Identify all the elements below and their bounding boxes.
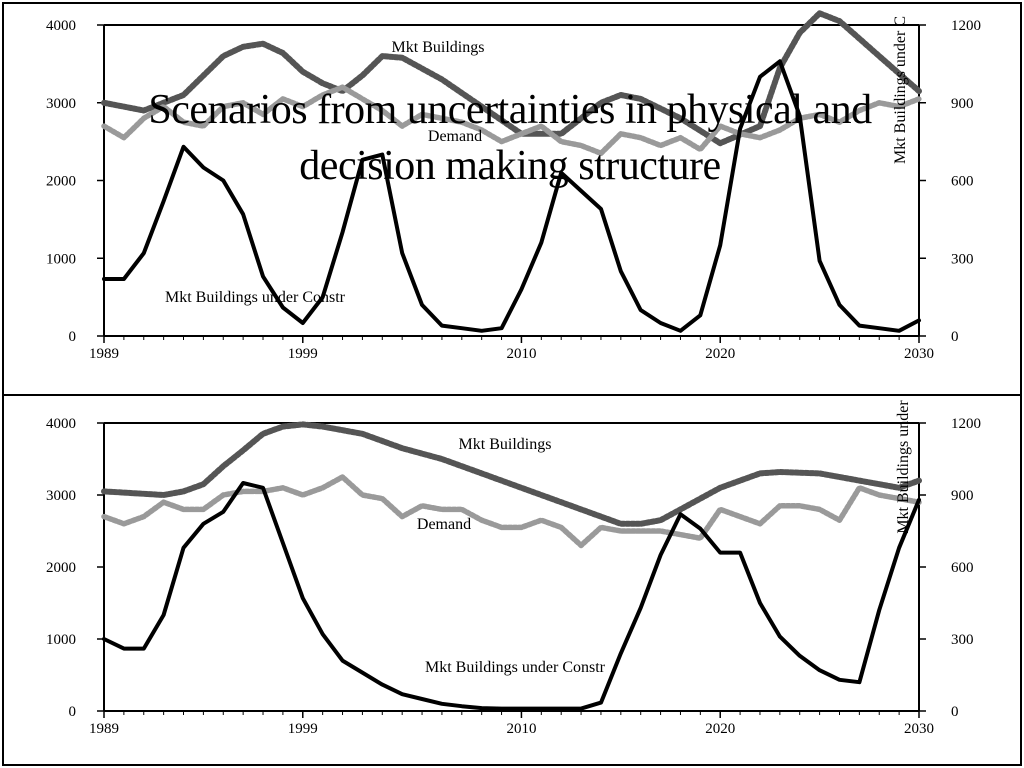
series-line-construction bbox=[102, 481, 921, 711]
slide-title-line-2: decision making structure bbox=[299, 143, 721, 189]
x-tick-label: 1989 bbox=[89, 346, 119, 362]
y-tick-label-left: 0 bbox=[69, 704, 77, 720]
y-tick-label-right: 600 bbox=[951, 174, 974, 190]
series-label-demand: Demand bbox=[428, 128, 482, 145]
chart-frame-bottom bbox=[2, 394, 1022, 766]
y-tick-label-right: 900 bbox=[951, 96, 974, 112]
x-tick-label: 2030 bbox=[904, 721, 934, 737]
y-tick-label-left: 1000 bbox=[46, 251, 76, 267]
slide-title-line-1: Scenarios from uncertainties in physical… bbox=[148, 87, 872, 133]
y-tick-label-left: 4000 bbox=[46, 416, 76, 432]
x-tick-label: 1999 bbox=[288, 721, 318, 737]
y-tick-label-left: 2000 bbox=[46, 560, 76, 576]
x-tick-label: 1999 bbox=[288, 346, 318, 362]
y-axis-label-right: Mkt Buildings under bbox=[895, 400, 912, 534]
y-axis-label-right: Mkt Buildings under C bbox=[892, 16, 909, 164]
y-tick-label-right: 0 bbox=[951, 329, 959, 345]
y-tick-label-right: 300 bbox=[951, 632, 974, 648]
y-tick-label-left: 1000 bbox=[46, 632, 76, 648]
series-label-buildings: Mkt Buildings bbox=[459, 436, 552, 453]
series-label-demand: Demand bbox=[417, 516, 471, 533]
series-line-buildings bbox=[101, 421, 922, 527]
chart-bottom: 0 1000 2000 3000 4000 0 300 600 900 1200 1989 1999 2… bbox=[46, 400, 981, 737]
series-line-construction bbox=[102, 59, 921, 333]
x-tick-label: 2010 bbox=[506, 721, 536, 737]
x-tick-label: 2020 bbox=[705, 721, 735, 737]
y-tick-label-left: 3000 bbox=[46, 96, 76, 112]
x-tick-label: 2030 bbox=[904, 346, 934, 362]
x-tick-label: 2010 bbox=[506, 346, 536, 362]
series-line-demand bbox=[101, 84, 922, 157]
y-tick-label-left: 4000 bbox=[46, 18, 76, 34]
y-tick-label-right: 300 bbox=[951, 251, 974, 267]
x-tick-label: 1989 bbox=[89, 721, 119, 737]
series-label-construction: Mkt Buildings under Constr bbox=[425, 659, 606, 676]
x-tick-label: 2020 bbox=[705, 346, 735, 362]
chart-top: 0 1000 2000 3000 4000 0 300 600 900 1200 1989 1999 2… bbox=[46, 10, 981, 362]
y-tick-label-right: 1200 bbox=[951, 416, 981, 432]
y-tick-label-left: 2000 bbox=[46, 174, 76, 190]
y-tick-label-left: 3000 bbox=[46, 488, 76, 504]
y-tick-label-left: 0 bbox=[69, 329, 77, 345]
y-tick-label-right: 0 bbox=[951, 704, 959, 720]
series-label-construction: Mkt Buildings under Constr bbox=[165, 289, 346, 306]
y-tick-label-right: 600 bbox=[951, 560, 974, 576]
series-line-demand bbox=[101, 474, 922, 549]
series-label-buildings: Mkt Buildings bbox=[392, 39, 485, 56]
slide-title: Scenarios from uncertainties in physical… bbox=[60, 82, 960, 194]
y-tick-label-right: 900 bbox=[951, 488, 974, 504]
y-tick-label-right: 1200 bbox=[951, 18, 981, 34]
series-line-buildings bbox=[101, 10, 922, 147]
